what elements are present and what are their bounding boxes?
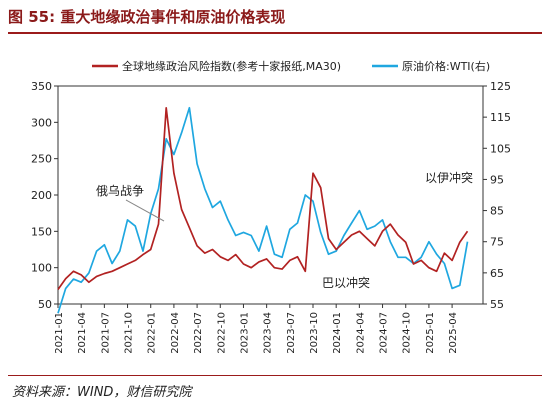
x-tick-label: 2025-01	[425, 312, 436, 354]
y-left-tick-label: 300	[31, 116, 52, 129]
y-left-tick-label: 100	[31, 262, 52, 275]
y-left-tick-label: 250	[31, 153, 52, 166]
y-right-tick-label: 55	[490, 298, 504, 311]
annotation-3: 以伊冲突	[425, 170, 473, 185]
y-left-tick-label: 350	[31, 80, 52, 93]
y-right-tick-label: 75	[490, 236, 504, 249]
y-left-tick-label: 200	[31, 189, 52, 202]
y-right-tick-label: 65	[490, 267, 504, 280]
x-tick-label: 2022-04	[170, 312, 181, 354]
axes: 50 100 150 200 250 300 350 55 65 75 85 95 105 115 125 2…	[31, 80, 511, 354]
series-line-wti	[57, 106, 469, 314]
series-lines	[57, 106, 469, 314]
legend-label-right: 原油价格:WTI(右)	[402, 59, 490, 73]
y-right-tick-label: 125	[490, 80, 511, 93]
x-tick-label: 2022-07	[193, 312, 204, 354]
x-tick-label: 2021-10	[124, 312, 135, 354]
legend-label-left: 全球地缘政治风险指数(参考十家报纸,MA30)	[122, 59, 341, 73]
x-tick-label: 2021-04	[77, 312, 88, 354]
x-tick-label: 2024-07	[379, 312, 390, 354]
x-tick-label: 2023-01	[239, 312, 250, 354]
annotations: 俄乌战争 巴以冲突 以伊冲突	[96, 170, 473, 290]
x-tick-label: 2025-04	[448, 312, 459, 354]
x-tick-label: 2024-10	[402, 312, 413, 354]
legend: 全球地缘政治风险指数(参考十家报纸,MA30) 原油价格:WTI(右)	[92, 59, 490, 73]
annotation-arrow-1	[125, 199, 165, 222]
x-tick-label: 2021-01	[54, 312, 65, 354]
y-left-tick-label: 150	[31, 225, 52, 238]
series-line-gpr	[57, 106, 469, 290]
x-tick-label: 2024-04	[355, 312, 366, 354]
source-rule	[8, 375, 542, 376]
y-right-tick-label: 85	[490, 205, 504, 218]
x-tick-label: 2022-01	[147, 312, 158, 354]
x-tick-label: 2024-01	[332, 312, 343, 354]
y-left-tick-label: 50	[38, 298, 52, 311]
x-tick-label: 2023-07	[286, 312, 297, 354]
figure-title: 图 55: 重大地缘政治事件和原油价格表现	[8, 8, 286, 26]
title-rule	[8, 32, 542, 34]
x-tick-label: 2023-10	[309, 312, 320, 354]
annotation-1: 俄乌战争	[96, 183, 144, 198]
x-tick-label: 2021-07	[100, 312, 111, 354]
y-right-tick-label: 115	[490, 111, 511, 124]
source-note: 资料来源：WIND，财信研究院	[12, 385, 192, 400]
x-tick-label: 2022-10	[216, 312, 227, 354]
annotation-2: 巴以冲突	[322, 275, 370, 290]
y-right-tick-label: 105	[490, 142, 511, 155]
y-right-tick-label: 95	[490, 173, 504, 186]
x-tick-label: 2023-04	[263, 312, 274, 354]
